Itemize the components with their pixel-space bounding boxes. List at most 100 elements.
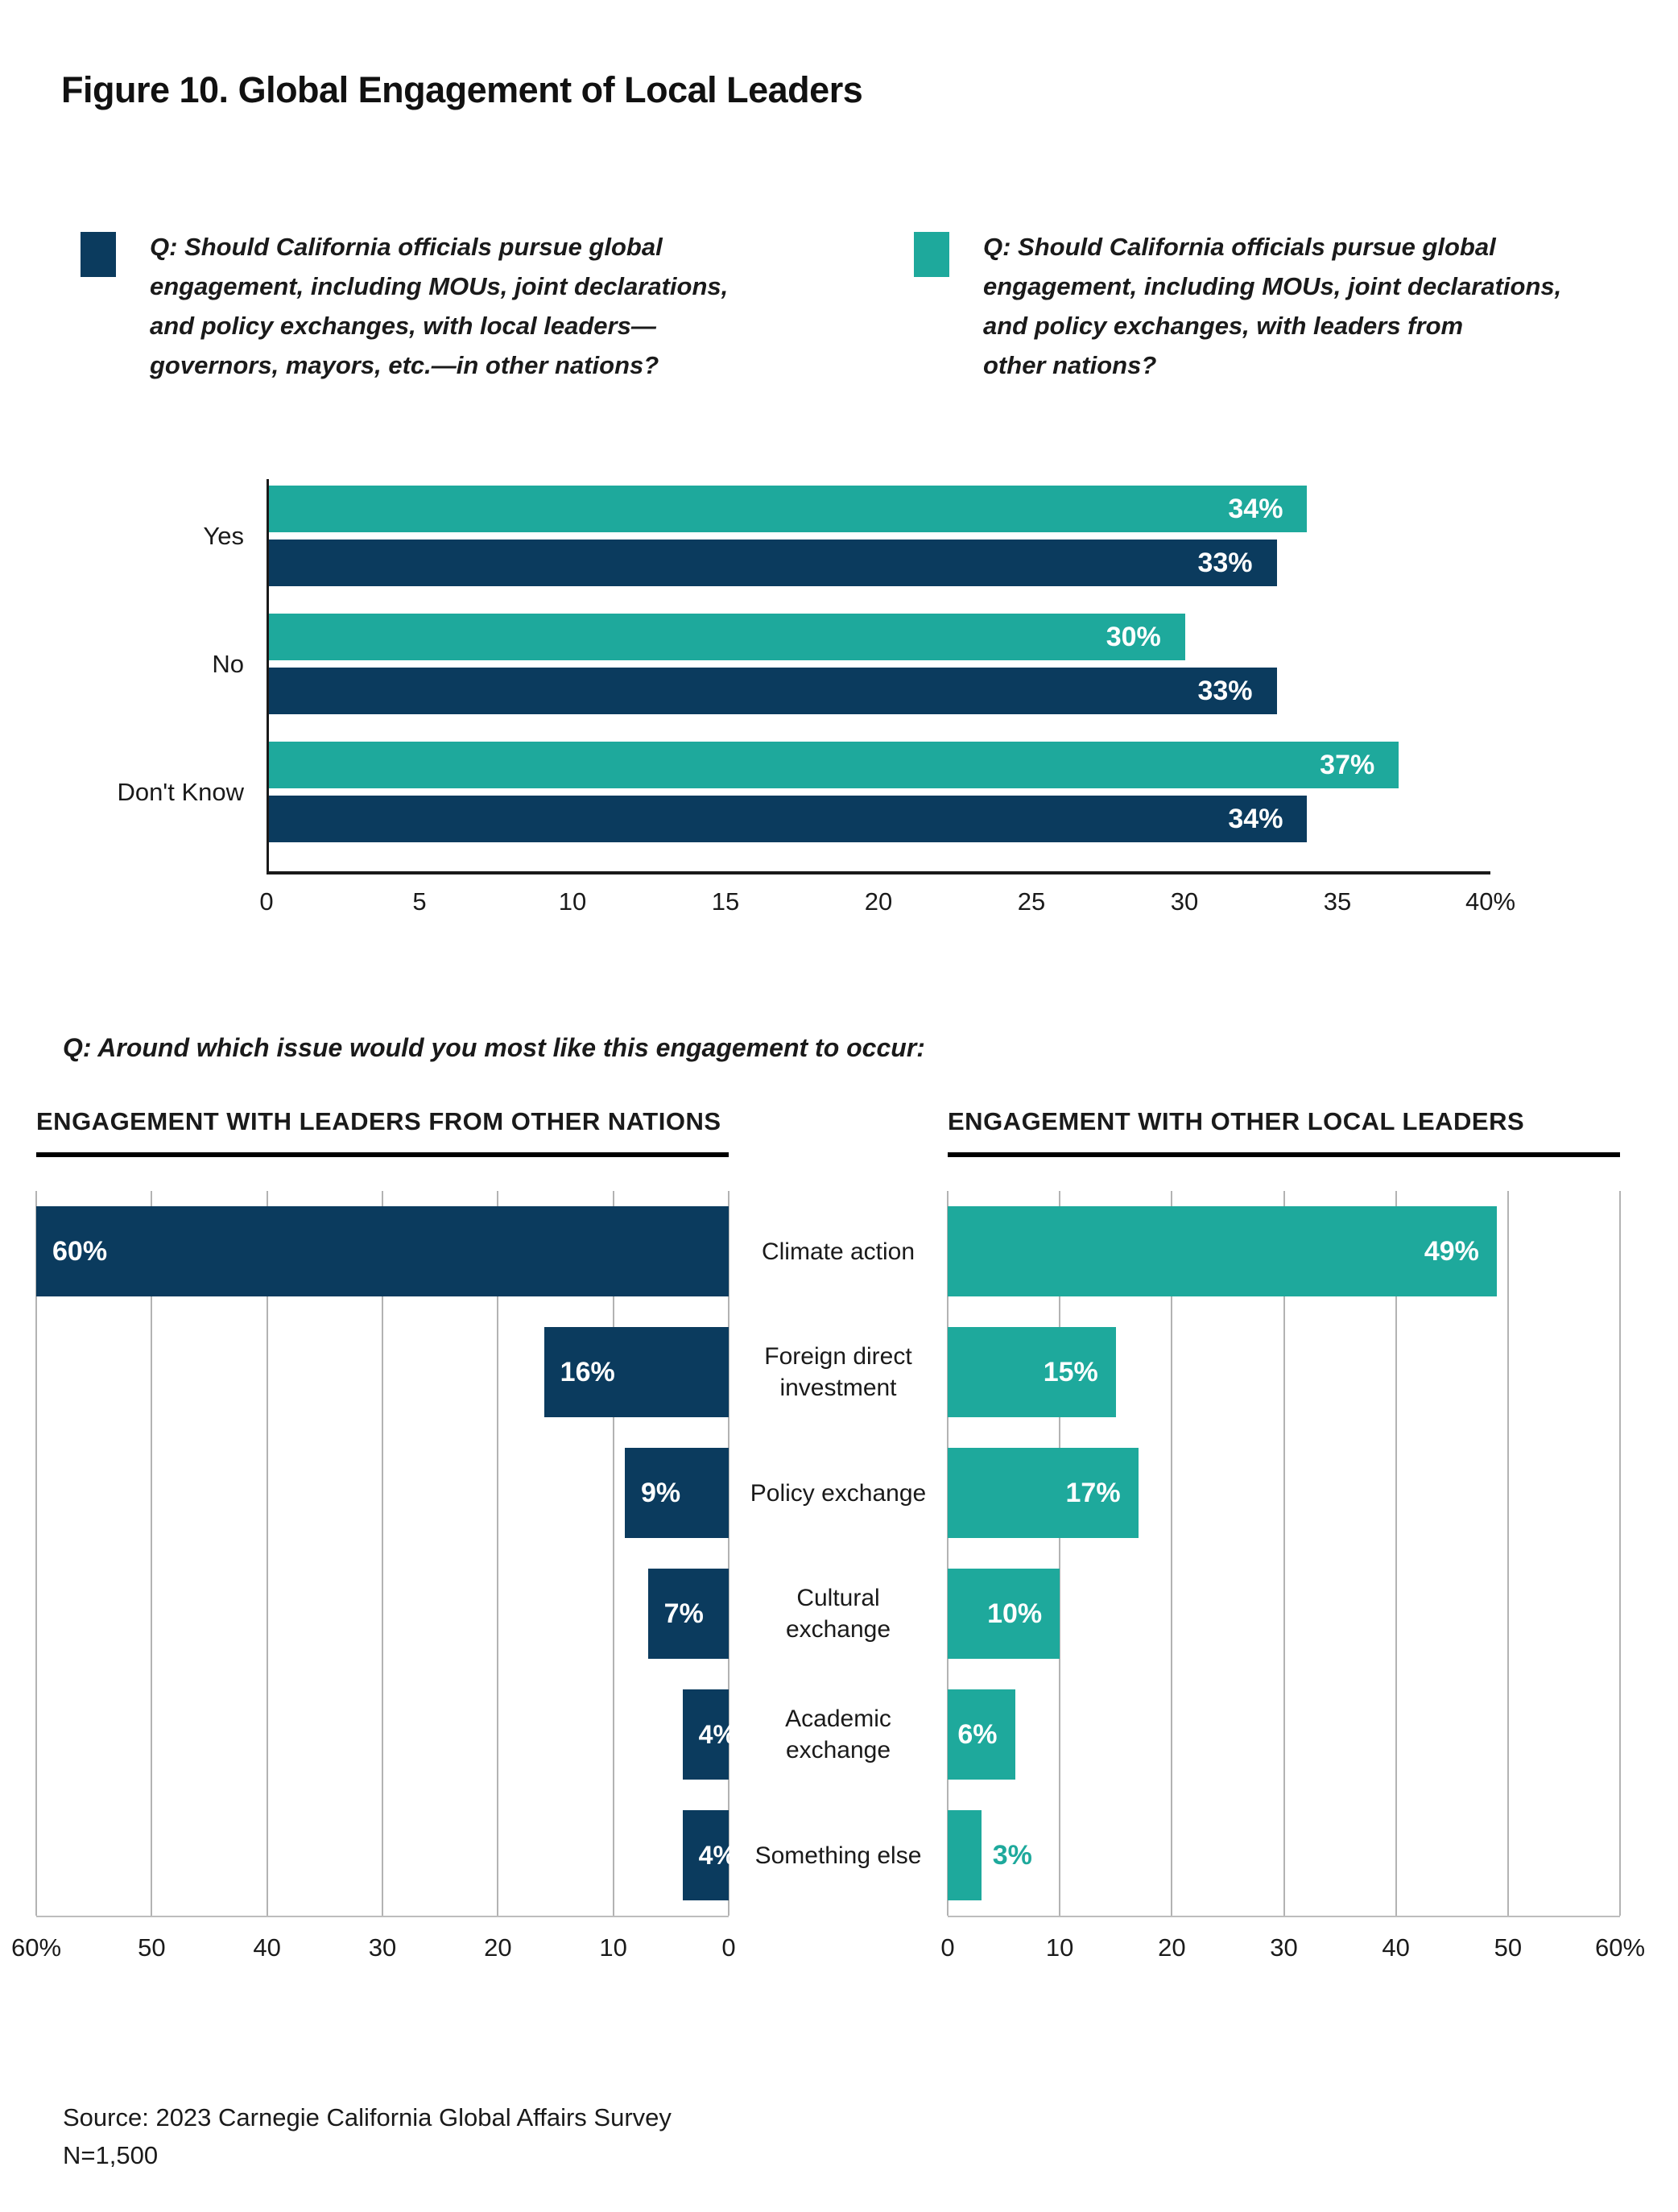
- bar-value-label: 34%: [1228, 803, 1283, 834]
- x-tick-0: 0: [721, 1933, 736, 1962]
- bar-value-label: 7%: [663, 1598, 704, 1629]
- bar-row: 4%: [36, 1674, 736, 1795]
- local-leaders-chart-x-axis: 0 10 20 30 40 50 60%: [940, 1933, 1645, 1982]
- bar-row: 49%: [948, 1191, 1620, 1312]
- bar-row: 7%: [36, 1553, 729, 1674]
- legend-swatch-teal-icon: [914, 232, 949, 277]
- category-label-yes: Yes: [203, 521, 244, 550]
- category-climate-action: Climate action: [761, 1238, 915, 1265]
- x-tick-20: 20: [1158, 1933, 1186, 1962]
- bar-row: 17%: [948, 1433, 1620, 1553]
- x-tick-10: 10: [599, 1933, 627, 1962]
- bar-value-label: 4%: [698, 1840, 736, 1870]
- bar-row: 60%: [36, 1191, 729, 1312]
- bar-value-label: 33%: [1197, 547, 1253, 578]
- legend-swatch-navy-icon: [81, 232, 116, 277]
- category-academic-exchange: Academic exchange: [785, 1706, 891, 1763]
- bar-no-navy: 33%: [269, 668, 1277, 714]
- gridline: [1059, 1191, 1061, 1916]
- bar-row: 4%: [36, 1795, 736, 1916]
- bar-row: 3%: [948, 1795, 1620, 1916]
- x-tick-35: 35: [1323, 887, 1352, 916]
- x-tick-40: 40: [253, 1933, 281, 1962]
- bar-value-label: 37%: [1320, 749, 1375, 780]
- category-label-no: No: [212, 649, 244, 678]
- bar-group-dont-know: 37% 34%: [269, 742, 1490, 842]
- yes-no-dontknow-chart: Yes No Don't Know 34% 33% 30% 33%: [60, 479, 1515, 929]
- nations-chart-plot-area: 60% 16% 9% 7%: [35, 1191, 736, 1917]
- bar-value-label: 9%: [641, 1477, 681, 1508]
- x-tick-20: 20: [484, 1933, 512, 1962]
- bar-row: 9%: [36, 1433, 729, 1553]
- bar-row: 6%: [948, 1674, 1620, 1795]
- x-tick-30: 30: [1270, 1933, 1298, 1962]
- nations-chart-x-axis: 60% 50 40 30 20 10 0: [11, 1933, 736, 1982]
- category-foreign-direct-investment: Foreign direct investment: [764, 1343, 912, 1401]
- legend-item-teal: Q: Should California officials pursue gl…: [914, 227, 1635, 385]
- bar-nations-policy-exchange: 9%: [625, 1448, 729, 1538]
- x-tick-30: 30: [368, 1933, 397, 1962]
- bar-nations-climate-action: 60%: [36, 1206, 729, 1296]
- x-tick-40: 40%: [1465, 887, 1516, 916]
- category-policy-exchange: Policy exchange: [750, 1479, 927, 1507]
- bar-value-label: 10%: [987, 1598, 1043, 1629]
- top-chart-category-labels: Yes No Don't Know: [60, 479, 267, 874]
- local-leaders-chart-title: ENGAGEMENT WITH OTHER LOCAL LEADERS: [948, 1107, 1620, 1157]
- x-tick-10: 10: [1045, 1933, 1074, 1962]
- category-cultural-exchange: Cultural exchange: [785, 1585, 891, 1643]
- gridline: [728, 1191, 729, 1916]
- bar-value-label: 4%: [698, 1719, 736, 1749]
- gridline: [1395, 1191, 1397, 1916]
- figure-title: Figure 10. Global Engagement of Local Le…: [61, 69, 863, 110]
- bar-nations-foreign-direct-investment: 16%: [543, 1327, 729, 1417]
- source-line-1: Source: 2023 Carnegie California Global …: [63, 2103, 672, 2131]
- bar-value-label: 60%: [52, 1235, 108, 1267]
- top-chart-x-axis: 0 5 10 15 20 25 30 35 40%: [259, 887, 1515, 929]
- x-tick-60: 60%: [10, 1933, 62, 1962]
- gridline: [1619, 1191, 1621, 1916]
- bar-nations-cultural-exchange: 7%: [647, 1569, 729, 1659]
- bar-value-label: 33%: [1197, 675, 1253, 706]
- bar-dont-know-navy: 34%: [269, 796, 1308, 842]
- bar-group-yes: 34% 33%: [269, 486, 1490, 586]
- bar-value-label: 6%: [957, 1718, 998, 1750]
- gridline: [35, 1191, 37, 1916]
- bar-local-academic-exchange: 6%: [948, 1689, 1015, 1780]
- gridline: [382, 1191, 383, 1916]
- bar-nations-something-else: 4%: [682, 1810, 736, 1900]
- x-tick-0: 0: [259, 887, 274, 916]
- gridline: [151, 1191, 153, 1916]
- legend-label-teal: Q: Should California officials pursue gl…: [983, 233, 1562, 379]
- bar-local-foreign-direct-investment: 15%: [948, 1327, 1116, 1417]
- x-tick-15: 15: [711, 887, 740, 916]
- bar-dont-know-teal: 37%: [269, 742, 1399, 788]
- x-tick-30: 30: [1170, 887, 1199, 916]
- bar-local-something-else: 3%: [948, 1810, 1032, 1900]
- x-tick-25: 25: [1017, 887, 1046, 916]
- category-label-dont-know: Don't Know: [117, 777, 244, 806]
- x-tick-50: 50: [1494, 1933, 1523, 1962]
- bar-value-label: 17%: [1065, 1477, 1121, 1508]
- category-labels-column: Climate action Foreign direct investment…: [729, 1107, 948, 1982]
- legend-label-navy: Q: Should California officials pursue gl…: [150, 233, 729, 379]
- source-note: Source: 2023 Carnegie California Global …: [63, 2098, 672, 2174]
- gridline: [1506, 1191, 1509, 1916]
- nations-chart: ENGAGEMENT WITH LEADERS FROM OTHER NATIO…: [11, 1107, 736, 1982]
- local-leaders-chart-plot-area: 49% 15% 17% 10%: [947, 1191, 1621, 1917]
- gridline: [497, 1191, 499, 1916]
- bar-yes-teal: 34%: [269, 486, 1308, 532]
- gridline: [947, 1191, 949, 1916]
- x-tick-60: 60%: [1594, 1933, 1646, 1962]
- bar-value-label: 30%: [1106, 621, 1161, 652]
- top-chart-plot-area: 34% 33% 30% 33% 37% 34%: [267, 479, 1490, 874]
- question-2: Q: Around which issue would you most lik…: [63, 1033, 925, 1062]
- x-tick-5: 5: [412, 887, 427, 916]
- bar-value-label: 34%: [1228, 493, 1283, 524]
- bar-value-label: 15%: [1043, 1356, 1098, 1387]
- bar-row: 15%: [948, 1312, 1620, 1433]
- bar-group-no: 30% 33%: [269, 614, 1490, 714]
- bar-local-cultural-exchange: 10%: [948, 1569, 1060, 1659]
- bar-value-label: 3%: [992, 1839, 1032, 1871]
- gridline: [1283, 1191, 1285, 1916]
